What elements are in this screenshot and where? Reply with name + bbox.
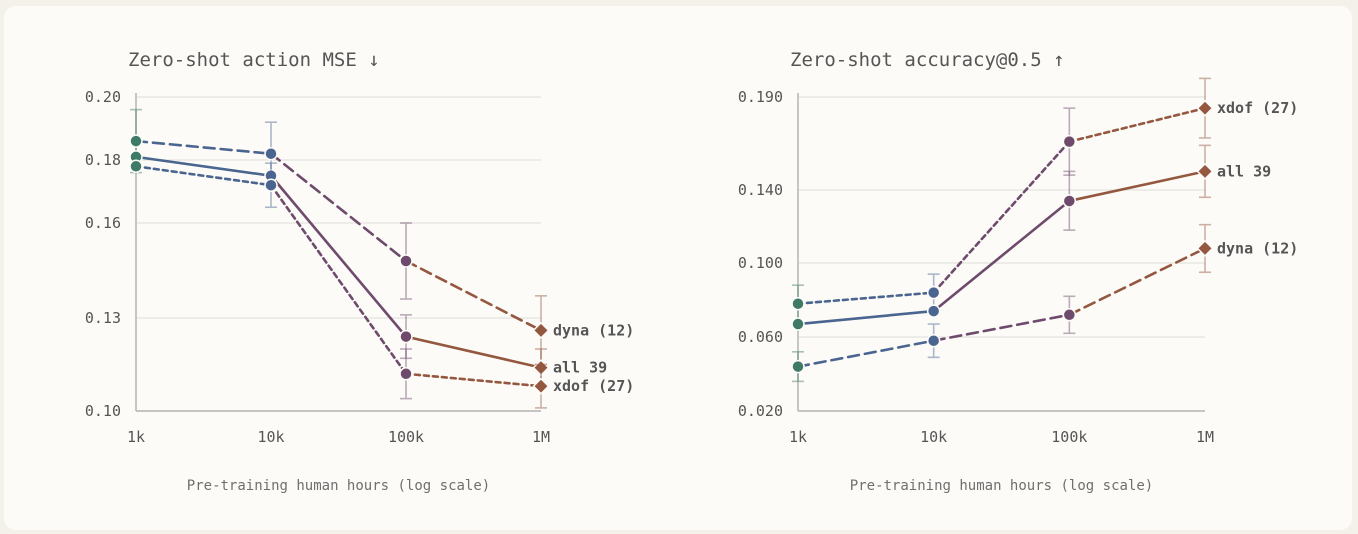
data-point-diamond	[1196, 99, 1214, 117]
data-point	[1062, 194, 1077, 208]
series-label: dyna (12)	[553, 321, 634, 339]
series-line-segment	[796, 309, 935, 326]
y-tick-label: 0.10	[85, 402, 121, 420]
data-point	[926, 304, 941, 318]
data-point	[399, 254, 413, 268]
series-xdof-27: xdof (27)	[129, 159, 634, 409]
series-line-segment	[404, 335, 543, 369]
data-point-diamond	[532, 321, 550, 339]
series-line-segment	[932, 140, 1071, 294]
series-line-segment	[796, 291, 935, 306]
series-line-segment	[1068, 247, 1207, 317]
series-all-39: all 39	[129, 150, 607, 388]
y-tick-label: 0.140	[738, 181, 783, 199]
data-point	[1062, 134, 1077, 149]
y-tick-label: 0.100	[738, 254, 783, 272]
series-line-segment	[134, 155, 273, 178]
x-tick-label: 1M	[532, 428, 550, 446]
data-point	[399, 367, 413, 381]
x-axis-label: Pre-training human hours (log scale)	[187, 478, 490, 494]
y-tick-label: 0.18	[85, 151, 121, 169]
series-line-segment	[269, 174, 408, 338]
chart-title: Zero-shot accuracy@0.5 ↑	[790, 49, 1065, 71]
data-point	[791, 317, 805, 331]
series-label: xdof (27)	[553, 377, 634, 395]
data-point	[264, 178, 278, 192]
data-point	[264, 146, 278, 161]
series-line-segment	[932, 199, 1071, 313]
series-line-segment	[796, 339, 935, 368]
series-line-segment	[932, 313, 1071, 343]
series-xdof-27: xdof (27)	[791, 77, 1298, 324]
series-all-39: all 39	[791, 144, 1271, 331]
series-label: all 39	[1217, 162, 1271, 180]
x-tick-label: 100k	[1051, 428, 1087, 446]
data-point	[791, 296, 805, 311]
chart-title: Zero-shot action MSE ↓	[128, 49, 380, 71]
data-point	[129, 159, 143, 174]
series-dyna-12: dyna (12)	[791, 223, 1298, 383]
data-point	[926, 285, 941, 300]
data-point-diamond	[1196, 239, 1214, 257]
series-line-segment	[134, 139, 273, 155]
series-line-segment	[404, 259, 543, 332]
y-tick-label: 0.20	[85, 88, 121, 106]
series-line-segment	[1068, 106, 1207, 143]
x-tick-label: 100k	[388, 428, 424, 446]
series-line-segment	[404, 372, 543, 388]
mse-chart: Zero-shot action MSE ↓ 0.10 0.13 0.16 0.18 0.…	[85, 49, 634, 494]
data-point-diamond	[532, 377, 550, 395]
y-tick-label: 0.13	[85, 309, 121, 327]
series-line-segment	[134, 165, 273, 187]
x-axis-label: Pre-training human hours (log scale)	[850, 478, 1153, 494]
series-line-segment	[269, 152, 408, 263]
data-point-diamond	[1196, 162, 1214, 180]
y-tick-label: 0.020	[738, 402, 783, 420]
data-point	[791, 359, 805, 374]
series-label: dyna (12)	[1217, 239, 1298, 257]
data-point	[926, 333, 941, 348]
data-point	[399, 329, 413, 344]
data-point-diamond	[532, 359, 550, 377]
series-line-segment	[269, 183, 408, 376]
x-tick-label: 1M	[1196, 428, 1214, 446]
series-label: xdof (27)	[1217, 99, 1298, 117]
x-tick-label: 1k	[127, 428, 145, 446]
accuracy-chart: Zero-shot accuracy@0.5 ↑ 0.020 0.060 0.100 0…	[738, 49, 1298, 494]
data-point	[129, 134, 143, 148]
x-tick-label: 1k	[789, 428, 807, 446]
y-tick-label: 0.190	[738, 88, 783, 106]
chart-card	[4, 6, 1352, 530]
data-point	[1062, 308, 1077, 322]
y-tick-label: 0.16	[85, 214, 121, 232]
x-tick-label: 10k	[257, 428, 284, 446]
series-dyna-12: dyna (12)	[129, 108, 634, 366]
y-tick-label: 0.060	[738, 328, 783, 346]
series-line-segment	[1068, 170, 1207, 203]
x-tick-label: 10k	[920, 428, 947, 446]
series-label: all 39	[553, 359, 607, 377]
